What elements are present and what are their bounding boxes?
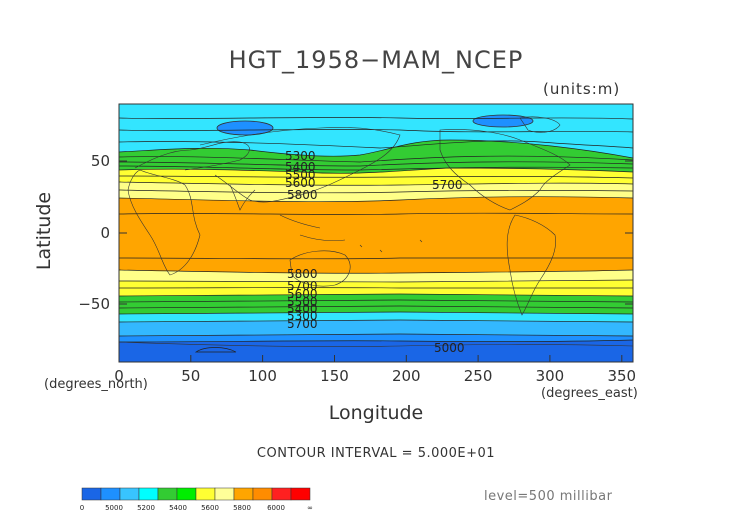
colorbar-tick: 5200	[137, 504, 155, 512]
x-tick-label: 150	[320, 367, 349, 385]
x-tick-marks	[118, 355, 623, 362]
colorbar-cell	[233, 487, 254, 501]
contour-label: 5000	[434, 341, 465, 355]
y-tick-marks	[119, 160, 633, 305]
colorbar-cell	[119, 487, 140, 501]
x-axis-units: (degrees_east)	[541, 386, 638, 401]
colorbar-cell	[100, 487, 121, 501]
contour-label-group: 5300 5400 5500 5600 5800 5700 5800 5700 …	[285, 149, 465, 355]
y-axis-units: (degrees_north)	[44, 377, 148, 392]
colorbar-tick: 5800	[233, 504, 251, 512]
colorbar-cell	[214, 487, 235, 501]
colorbar-cell	[138, 487, 159, 501]
contour-label: 5600	[287, 287, 318, 301]
contour-label: 5800	[287, 188, 318, 202]
contour-label: 5600	[285, 176, 316, 190]
contour-label: 5700	[287, 279, 318, 293]
y-tick-label: 50	[91, 152, 110, 170]
colorbar-cell	[81, 487, 102, 501]
x-tick-label: 300	[536, 367, 565, 385]
x-tick-label: 50	[181, 367, 200, 385]
y-axis-label: Latitude	[33, 191, 55, 271]
colorbar-cell	[271, 487, 292, 501]
map-title: HGT_1958−MAM_NCEP	[228, 46, 524, 74]
colorbar-cell	[290, 487, 311, 501]
map-fill-layer: 5300 5400 5500 5600 5800 5700 5800 5700 …	[119, 104, 633, 362]
contour-label: 5500	[287, 295, 318, 309]
colorbar-cell	[252, 487, 273, 501]
units-label: (units:m)	[543, 80, 621, 98]
contour-interval: CONTOUR INTERVAL = 5.000E+01	[256, 446, 496, 461]
colorbar-cell	[157, 487, 178, 501]
contour-label: 5800	[287, 267, 318, 281]
colorbar-tick: ∞	[307, 504, 313, 512]
x-tick-label: 250	[464, 367, 493, 385]
colorbar-tick: 6000	[267, 504, 285, 512]
y-tick-label: 0	[100, 224, 110, 242]
contour-label: 5300	[287, 309, 318, 323]
y-tick-label: −50	[78, 295, 110, 313]
x-tick-label: 350	[607, 367, 636, 385]
contour-label: 5700	[432, 178, 463, 192]
colorbar-cell	[176, 487, 197, 501]
colorbar: 0 5000 5200 5400 5600 5800 6000 ∞	[80, 487, 313, 512]
x-tick-label: 0	[114, 367, 124, 385]
colorbar-tick: 5400	[169, 504, 187, 512]
colorbar-tick: 5600	[201, 504, 219, 512]
contour-label: 5400	[287, 302, 318, 316]
x-tick-label: 200	[392, 367, 421, 385]
x-axis-label: Longitude	[328, 402, 424, 424]
x-tick-label: 100	[248, 367, 277, 385]
contour-label: 5500	[285, 168, 316, 182]
colorbar-tick: 0	[80, 504, 84, 512]
colorbar-cell	[195, 487, 216, 501]
contour-label: 5300	[285, 149, 316, 163]
contour-label: 5400	[285, 160, 316, 174]
contour-label: 5700	[287, 317, 318, 331]
level-label: level=500 millibar	[484, 489, 613, 504]
colorbar-tick: 5000	[105, 504, 123, 512]
